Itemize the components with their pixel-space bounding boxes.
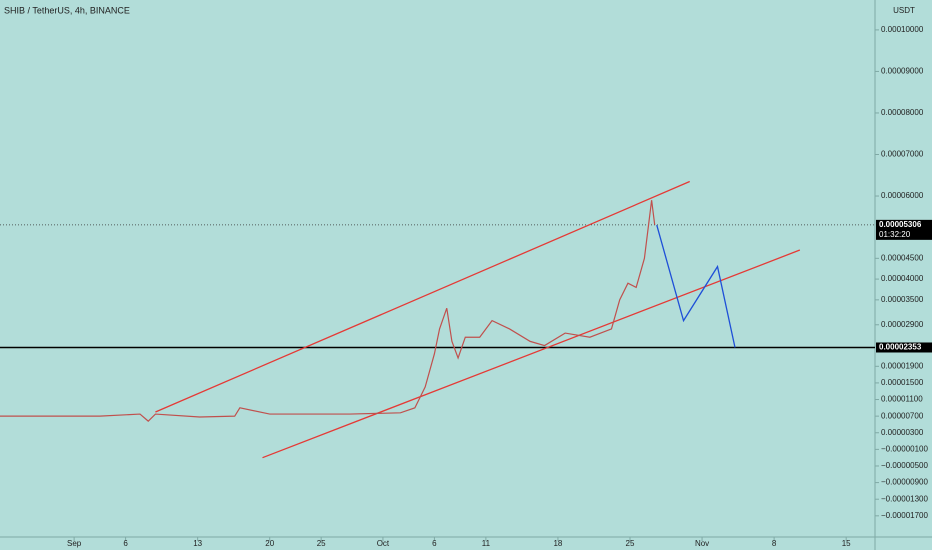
trend-drawing [262, 249, 801, 459]
y-tick-label: −0.00000500 [881, 461, 928, 470]
chart-title: SHIB / TetherUS, 4h, BINANCE [4, 5, 130, 15]
y-tick-label: −0.00001300 [881, 494, 928, 503]
trend-drawing [656, 224, 736, 348]
price-label-box [876, 342, 932, 353]
trend-drawing [155, 180, 690, 413]
x-tick-label: 18 [553, 539, 562, 548]
y-tick-label: 0.00000300 [881, 428, 924, 437]
y-tick-label: 0.00008000 [881, 108, 924, 117]
x-tick-label: 25 [317, 539, 326, 548]
y-tick-label: −0.00000900 [881, 478, 928, 487]
x-tick-label: 13 [193, 539, 202, 548]
x-tick-label: 6 [432, 539, 437, 548]
x-tick-label: 15 [842, 539, 851, 548]
y-tick-label: −0.00000100 [881, 444, 928, 453]
x-tick-label: 8 [772, 539, 777, 548]
x-tick-label: 25 [626, 539, 635, 548]
y-tick-label: −0.00001700 [881, 511, 928, 520]
x-tick-label: Sep [67, 539, 82, 548]
x-tick-label: 20 [265, 539, 274, 548]
price-label-box [876, 219, 932, 240]
x-tick-label: Oct [377, 539, 390, 548]
x-tick-label: 11 [482, 539, 491, 548]
y-tick-label: 0.00000700 [881, 411, 924, 420]
y-tick-label: 0.00003500 [881, 295, 924, 304]
x-tick-label: 6 [123, 539, 128, 548]
y-tick-label: 0.00007000 [881, 150, 924, 159]
y-tick-label: 0.00004000 [881, 274, 924, 283]
x-tick-label: Nov [695, 539, 709, 548]
y-tick-label: 0.00009000 [881, 67, 924, 76]
price-label: 0.00002353 [879, 343, 922, 352]
y-tick-label: 0.00001900 [881, 361, 924, 370]
y-tick-label: 0.00002900 [881, 320, 924, 329]
y-axis-label: USDT [893, 6, 915, 15]
y-tick-label: 0.00001100 [881, 395, 923, 404]
y-tick-label: 0.00006000 [881, 191, 924, 200]
y-tick-label: 0.00001500 [881, 378, 924, 387]
y-tick-label: 0.00004500 [881, 253, 924, 262]
price-line-series [0, 200, 656, 422]
countdown: 01:32:20 [879, 230, 911, 239]
y-tick-label: 0.00010000 [881, 25, 924, 34]
price-label: 0.00005306 [879, 220, 922, 229]
